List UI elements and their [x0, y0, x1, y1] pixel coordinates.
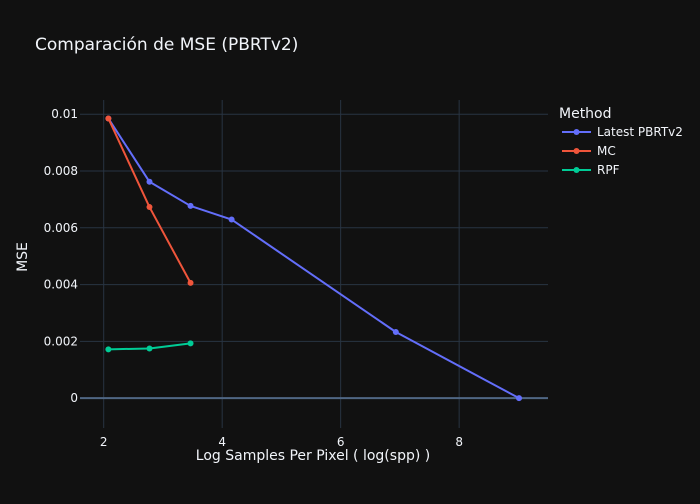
legend-label: RPF — [597, 163, 620, 177]
data-point[interactable] — [187, 279, 194, 286]
data-point[interactable] — [516, 395, 523, 402]
legend-label: MC — [597, 144, 616, 158]
x-axis-ticks: 2 4 6 8 — [100, 435, 463, 449]
x-tick-label: 6 — [337, 435, 345, 449]
series-layer — [105, 115, 523, 402]
series-line — [107, 118, 192, 284]
legend-marker — [573, 148, 580, 154]
legend-item[interactable]: MC — [562, 144, 616, 158]
data-point[interactable] — [146, 345, 153, 352]
series-line — [107, 117, 520, 400]
legend-label: Latest PBRTv2 — [597, 125, 683, 139]
y-axis-ticks: 0 0.002 0.004 0.006 0.008 0.01 — [44, 107, 78, 405]
chart-title: Comparación de MSE (PBRTv2) — [35, 35, 298, 55]
legend-items: Latest PBRTv2 MC RPF — [562, 125, 683, 177]
legend-marker — [573, 129, 580, 135]
data-point[interactable] — [392, 329, 399, 336]
series-mc — [105, 115, 194, 286]
x-tick-label: 8 — [455, 435, 463, 449]
y-tick-label: 0.01 — [51, 107, 78, 121]
legend-title: Method — [559, 106, 612, 122]
x-tick-label: 2 — [100, 435, 108, 449]
legend-item[interactable]: RPF — [562, 163, 620, 177]
y-tick-label: 0.008 — [44, 164, 78, 178]
y-tick-label: 0.004 — [44, 278, 78, 292]
legend-item[interactable]: Latest PBRTv2 — [562, 125, 683, 139]
y-axis-label: MSE — [15, 242, 31, 272]
y-tick-label: 0.006 — [44, 221, 78, 235]
x-axis-label: Log Samples Per Pixel ( log(spp) ) — [196, 448, 430, 464]
data-point[interactable] — [105, 115, 112, 122]
series-rpf — [105, 340, 194, 353]
data-point[interactable] — [146, 178, 153, 185]
data-point[interactable] — [187, 202, 194, 209]
x-tick-label: 4 — [218, 435, 226, 449]
data-point[interactable] — [228, 216, 235, 223]
legend-marker — [573, 167, 580, 173]
legend: Method Latest PBRTv2 MC RPF — [559, 106, 683, 177]
data-point[interactable] — [105, 346, 112, 353]
data-point[interactable] — [146, 204, 153, 211]
y-tick-label: 0.002 — [44, 334, 78, 348]
data-point[interactable] — [187, 340, 194, 347]
grid — [80, 100, 548, 428]
y-tick-label: 0 — [70, 391, 78, 405]
